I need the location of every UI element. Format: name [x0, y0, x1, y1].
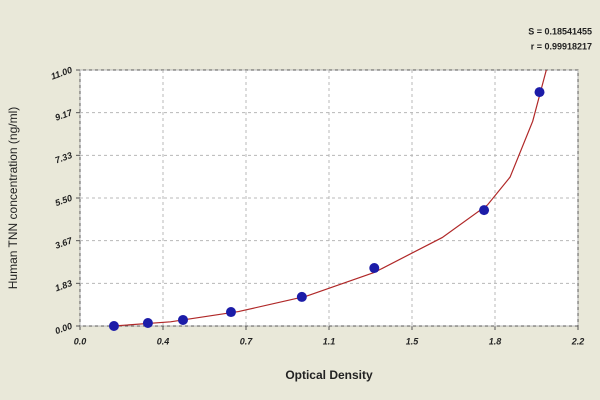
data-point — [296, 291, 307, 302]
fit-curve — [113, 69, 547, 327]
y-axis-label: Human TNN concentration (ng/ml) — [6, 107, 20, 290]
x-tick-label: 1.1 — [323, 336, 336, 346]
annotation: r = 0.99918217 — [531, 41, 592, 51]
x-tick-label: 1.5 — [406, 336, 420, 346]
x-tick-label: 0.4 — [157, 336, 170, 346]
annotation: S = 0.18541455 — [528, 26, 592, 36]
data-point — [479, 205, 490, 216]
data-point — [534, 87, 545, 98]
data-point — [369, 263, 380, 274]
x-tick-label: 1.8 — [489, 336, 502, 346]
data-point — [142, 317, 153, 328]
data-point — [225, 307, 236, 318]
x-tick-label: 0.0 — [74, 336, 87, 346]
data-point — [177, 314, 188, 325]
x-axis-label: Optical Density — [285, 368, 373, 382]
data-point — [108, 321, 119, 331]
x-tick-label: 2.2 — [571, 336, 585, 346]
x-tick-label: 0.7 — [240, 336, 254, 346]
